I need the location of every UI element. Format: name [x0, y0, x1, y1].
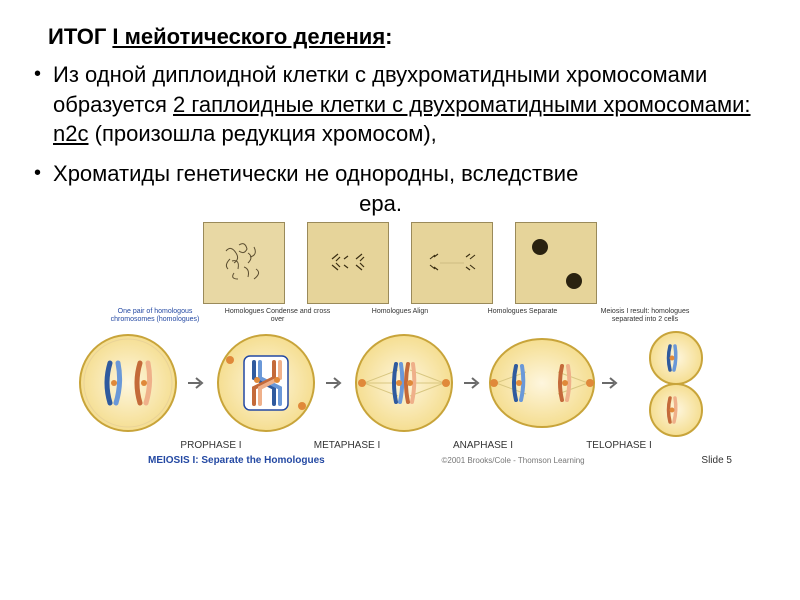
label-col-1: One pair of homologous chromosomes (homo… [100, 308, 210, 323]
phase-telophase: TELOPHASE I [574, 440, 664, 451]
bullet-dot-icon: • [34, 60, 41, 88]
footer-caption: MEIOSIS I: Separate the Homologues [148, 455, 325, 466]
micrograph-row [28, 222, 772, 304]
title-prefix: ИТОГ [48, 24, 112, 49]
bullet-2-tail: ера. [359, 191, 402, 216]
footer-slide-number: Slide 5 [701, 455, 732, 466]
meiosis-diagram: One pair of homologous chromosomes (homo… [28, 222, 772, 465]
bullet-item-2: • Хроматиды генетически не однородны, вс… [28, 159, 772, 218]
cell-stage-2 [206, 328, 326, 438]
footer-copyright: ©2001 Brooks/Cole - Thomson Learning [441, 456, 584, 465]
cell-stage-3 [344, 328, 464, 438]
arrow-icon [464, 376, 482, 390]
micrograph-telophase [515, 222, 597, 304]
diagram-footer: MEIOSIS I: Separate the Homologues ©2001… [28, 455, 772, 466]
slide-title: ИТОГ I мейотического деления: [28, 24, 772, 50]
label-col-5: Meiosis I result: homologues separated i… [590, 308, 700, 323]
cell-stage-1 [68, 328, 188, 438]
label-col-2: Homologues Condense and cross over [223, 308, 333, 323]
cell-cartoon-row [28, 328, 772, 438]
label-col-3: Homologues Align [345, 308, 455, 323]
arrow-icon [188, 376, 206, 390]
title-underlined: I мейотического деления [112, 24, 385, 49]
bullet-1-part2: (произошла редукция хромосом), [89, 121, 437, 146]
phase-anaphase: ANAPHASE I [438, 440, 528, 451]
column-labels: One pair of homologous chromosomes (homo… [100, 308, 700, 323]
cell-stage-5 [620, 328, 732, 438]
arrow-icon [602, 376, 620, 390]
bullet-dot-icon: • [34, 159, 41, 187]
phase-metaphase: METAPHASE I [302, 440, 392, 451]
micrograph-anaphase [411, 222, 493, 304]
label-col-4: Homologues Separate [468, 308, 578, 323]
micrograph-prophase [203, 222, 285, 304]
phase-labels: PROPHASE I METAPHASE I ANAPHASE I TELOPH… [28, 440, 772, 451]
arrow-icon [326, 376, 344, 390]
bullet-2-part1: Хроматиды генетически не однородны, всле… [53, 161, 578, 186]
bullet-1-text: Из одной диплоидной клетки с двухроматид… [53, 60, 772, 149]
phase-prophase: PROPHASE I [166, 440, 256, 451]
bullet-item-1: • Из одной диплоидной клетки с двухромат… [28, 60, 772, 149]
bullet-2-text: Хроматиды генетически не однородны, всле… [53, 159, 772, 218]
title-suffix: : [385, 24, 392, 49]
cell-stage-4 [482, 328, 602, 438]
micrograph-metaphase [307, 222, 389, 304]
